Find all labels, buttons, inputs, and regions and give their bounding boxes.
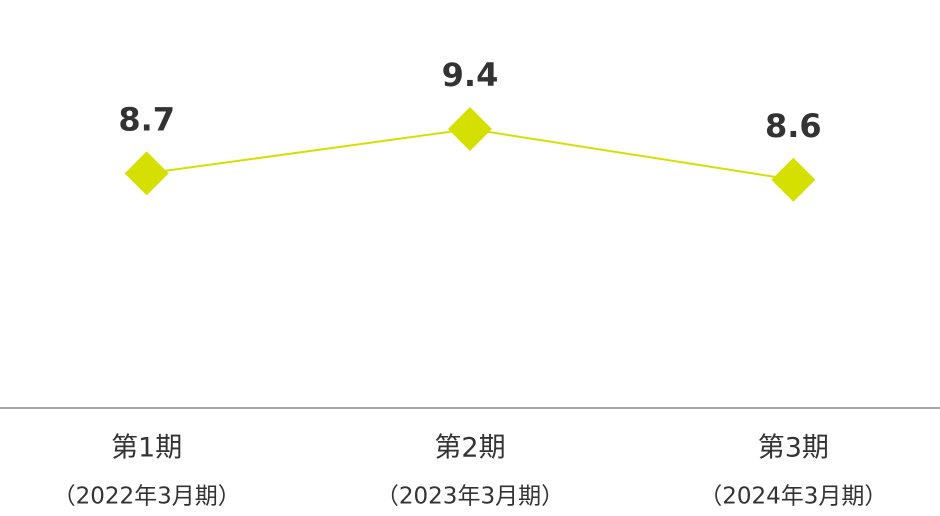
value-label: 8.7	[118, 100, 175, 138]
x-tick-label: 第2期	[434, 433, 505, 464]
marker	[771, 157, 816, 202]
value-label: 8.6	[765, 107, 822, 145]
x-tick-sublabel: （2022年3月期）	[53, 484, 241, 510]
value-label: 9.4	[442, 56, 499, 94]
x-tick-label: 第3期	[758, 433, 829, 464]
marker	[124, 151, 169, 196]
x-tick-sublabel: （2024年3月期）	[699, 484, 887, 510]
marker	[448, 107, 492, 152]
x-tick-sublabel: （2023年3月期）	[376, 484, 564, 510]
x-tick-label: 第1期	[111, 433, 182, 464]
